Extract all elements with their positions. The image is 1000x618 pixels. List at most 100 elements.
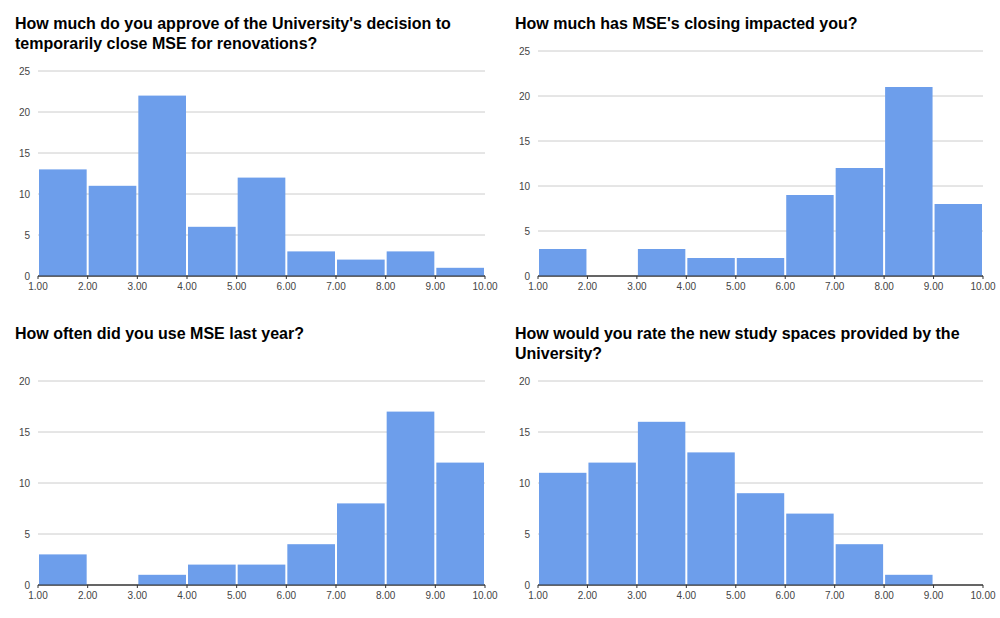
- histogram-bar: [786, 195, 833, 276]
- grid-line: [538, 432, 983, 433]
- histogram-bar: [588, 463, 635, 585]
- x-tick: [137, 276, 138, 279]
- x-tick-label: 6.00: [277, 590, 297, 601]
- y-tick-label: 20: [519, 91, 531, 102]
- x-tick-label: 3.00: [128, 590, 148, 601]
- x-tick-label: 6.00: [775, 590, 795, 601]
- chart: 051015201.002.003.004.005.006.007.008.00…: [19, 376, 498, 602]
- histogram-bar: [638, 422, 685, 585]
- x-tick-label: 7.00: [825, 590, 845, 601]
- y-tick-label: 15: [19, 148, 31, 159]
- bars: [539, 422, 933, 585]
- page: 0 5 10 15 20 25 1.00 2.00 3.00 4.00 5.00 6.00 7.00 8.…: [0, 0, 1000, 618]
- x-tick-label: 7.00: [825, 281, 845, 292]
- x-axis-line: [38, 276, 485, 277]
- x-tick-label: 1.00: [28, 281, 48, 292]
- x-tick-label: 2.00: [78, 590, 98, 601]
- y-tick-label: 5: [524, 226, 530, 237]
- chart-title: How much do you approve of the Universit…: [15, 14, 493, 54]
- x-tick-label: 5.00: [726, 281, 746, 292]
- x-tick: [735, 276, 736, 279]
- y-tick-label: 0: [24, 271, 30, 282]
- histogram-bar: [188, 227, 236, 276]
- x-tick: [785, 276, 786, 279]
- y-tick-label: 25: [519, 46, 531, 57]
- x-tick-label: 2.00: [578, 281, 598, 292]
- x-tick-label: 10.00: [472, 281, 497, 292]
- x-tick: [187, 276, 188, 279]
- x-tick: [336, 276, 337, 279]
- x-tick-label: 5.00: [227, 590, 247, 601]
- x-tick: [485, 276, 486, 279]
- x-tick: [735, 585, 736, 588]
- histogram-bar: [138, 96, 186, 276]
- y-tick-label: 5: [24, 529, 30, 540]
- x-tick-label: 4.00: [677, 281, 697, 292]
- x-tick: [38, 276, 39, 279]
- y-tick-label: 0: [524, 580, 530, 591]
- x-tick: [286, 276, 287, 279]
- grid-line: [38, 71, 485, 72]
- x-tick: [187, 585, 188, 588]
- x-tick: [538, 585, 539, 588]
- bars: [39, 96, 484, 276]
- histogram-bar: [885, 575, 932, 585]
- x-tick-label: 8.00: [376, 281, 396, 292]
- bars: [539, 87, 982, 276]
- x-tick-label: 1.00: [528, 281, 548, 292]
- histogram-bar: [238, 565, 286, 585]
- x-tick-label: 4.00: [177, 590, 197, 601]
- histogram-bar: [89, 186, 137, 276]
- x-tick-label: 1.00: [528, 590, 548, 601]
- histogram-bar: [885, 87, 932, 276]
- x-tick: [87, 276, 88, 279]
- x-tick-label: 10.00: [970, 281, 995, 292]
- y-tick-label: 20: [519, 376, 531, 387]
- y-tick-label: 20: [19, 107, 31, 118]
- histogram-bar: [337, 503, 385, 585]
- y-tick-label: 25: [19, 66, 31, 77]
- histogram-bar: [786, 514, 833, 585]
- grid-line: [538, 585, 983, 586]
- x-tick: [236, 276, 237, 279]
- y-tick-label: 20: [19, 376, 31, 387]
- x-tick-label: 8.00: [874, 590, 894, 601]
- chart: 051015201.002.003.004.005.006.007.008.00…: [519, 376, 996, 602]
- histogram-bar: [287, 544, 335, 585]
- x-tick-label: 7.00: [326, 590, 346, 601]
- grid-line: [538, 381, 983, 382]
- chart-title: How would you rate the new study spaces …: [515, 324, 993, 364]
- histogram-bar: [436, 463, 484, 585]
- x-tick: [686, 276, 687, 279]
- x-tick: [435, 585, 436, 588]
- x-tick-label: 10.00: [970, 590, 995, 601]
- histogram-bar: [188, 565, 236, 585]
- grid-line: [38, 153, 485, 154]
- x-tick-label: 2.00: [578, 590, 598, 601]
- x-tick-label: 8.00: [874, 281, 894, 292]
- x-tick: [87, 585, 88, 588]
- grid-line: [38, 585, 485, 586]
- y-tick-label: 15: [519, 136, 531, 147]
- x-tick: [587, 276, 588, 279]
- bars: [39, 412, 484, 585]
- histogram-bar: [238, 178, 286, 276]
- histogram-bar: [436, 268, 484, 276]
- x-tick: [485, 585, 486, 588]
- x-axis-line: [538, 585, 983, 586]
- histogram-bar: [539, 473, 586, 585]
- x-tick-label: 3.00: [627, 281, 647, 292]
- x-tick: [336, 585, 337, 588]
- histogram-bar: [687, 452, 734, 585]
- grid-line: [538, 51, 983, 52]
- x-tick-label: 2.00: [78, 281, 98, 292]
- x-tick-label: 8.00: [376, 590, 396, 601]
- x-tick: [933, 276, 934, 279]
- histogram-bar: [39, 169, 87, 276]
- y-tick-label: 10: [519, 478, 531, 489]
- histogram-bar: [287, 251, 335, 276]
- grid-line: [38, 381, 485, 382]
- x-tick: [834, 585, 835, 588]
- x-tick-label: 3.00: [128, 281, 148, 292]
- y-tick-label: 15: [519, 427, 531, 438]
